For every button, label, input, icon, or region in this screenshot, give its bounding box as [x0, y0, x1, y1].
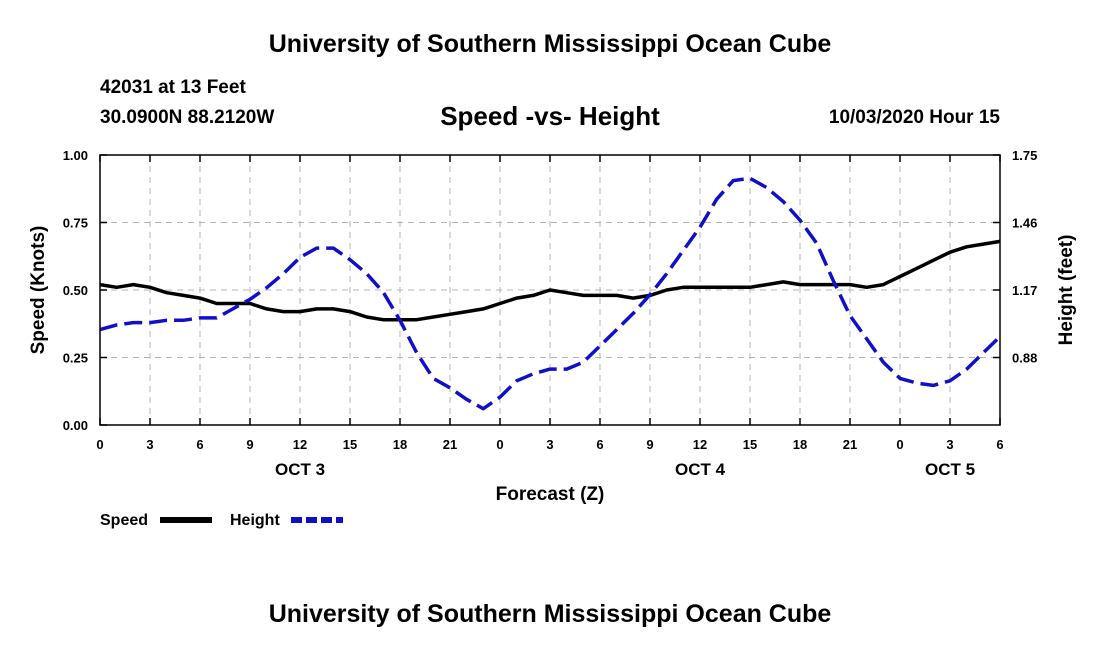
y2-tick-label: 0.88: [1012, 351, 1037, 366]
x-tick-label: 0: [96, 437, 103, 452]
series-layer: [99, 176, 1002, 411]
day-label: OCT 4: [675, 460, 726, 479]
y2-tick-label: 1.75: [1012, 148, 1037, 163]
x-tick-label: 12: [293, 437, 307, 452]
day-label: OCT 3: [275, 460, 325, 479]
x-tick-label: 6: [996, 437, 1003, 452]
y-axis-label: Speed (Knots): [28, 226, 49, 355]
x-axis-label: Forecast (Z): [496, 484, 605, 505]
footer-title: University of Southern Mississippi Ocean…: [268, 600, 832, 628]
legend: Speed Height: [100, 512, 343, 529]
axes: 0 3 6 9 12 15 18 21 0 3 6 9 12 15 18 21 0 3 6 0.00 0.25 0.50 0…: [63, 148, 1038, 479]
legend-speed-label: Speed: [100, 512, 148, 529]
chart-title: Speed -vs- Height: [440, 101, 660, 131]
y2-tick-label: 1.17: [1012, 283, 1037, 298]
y-tick-label: 0.75: [63, 216, 88, 231]
station-coordinates: 30.0900N 88.2120W: [100, 107, 275, 128]
y-tick-label: 0.25: [63, 351, 88, 366]
x-tick-label: 9: [646, 437, 653, 452]
x-tick-label: 0: [896, 437, 903, 452]
x-tick-label: 3: [146, 437, 153, 452]
x-tick-label: 12: [693, 437, 707, 452]
height-series-line: [99, 176, 1002, 411]
x-tick-label: 21: [843, 437, 857, 452]
y-tick-label: 0.50: [63, 283, 88, 298]
x-tick-label: 21: [443, 437, 457, 452]
x-tick-label: 18: [793, 437, 807, 452]
day-label: OCT 5: [925, 460, 975, 479]
x-tick-label: 0: [496, 437, 503, 452]
forecast-date: 10/03/2020 Hour 15: [828, 107, 1000, 128]
y-tick-label: 1.00: [63, 148, 88, 163]
x-tick-label: 3: [546, 437, 553, 452]
station-label: 42031 at 13 Feet: [100, 77, 246, 98]
x-tick-label: 3: [946, 437, 953, 452]
x-tick-label: 6: [596, 437, 603, 452]
x-tick-label: 6: [196, 437, 203, 452]
x-tick-label: 18: [393, 437, 407, 452]
speed-series-line: [99, 239, 1001, 322]
x-tick-label: 15: [743, 437, 757, 452]
y2-axis-label: Height (feet): [1056, 235, 1077, 346]
legend-height-label: Height: [230, 512, 280, 529]
y-tick-label: 0.00: [63, 418, 88, 433]
x-tick-label: 9: [246, 437, 253, 452]
page-title: University of Southern Mississippi Ocean…: [268, 30, 832, 58]
x-tick-label: 15: [343, 437, 357, 452]
grid: [100, 155, 1000, 425]
y2-tick-label: 1.46: [1012, 216, 1037, 231]
